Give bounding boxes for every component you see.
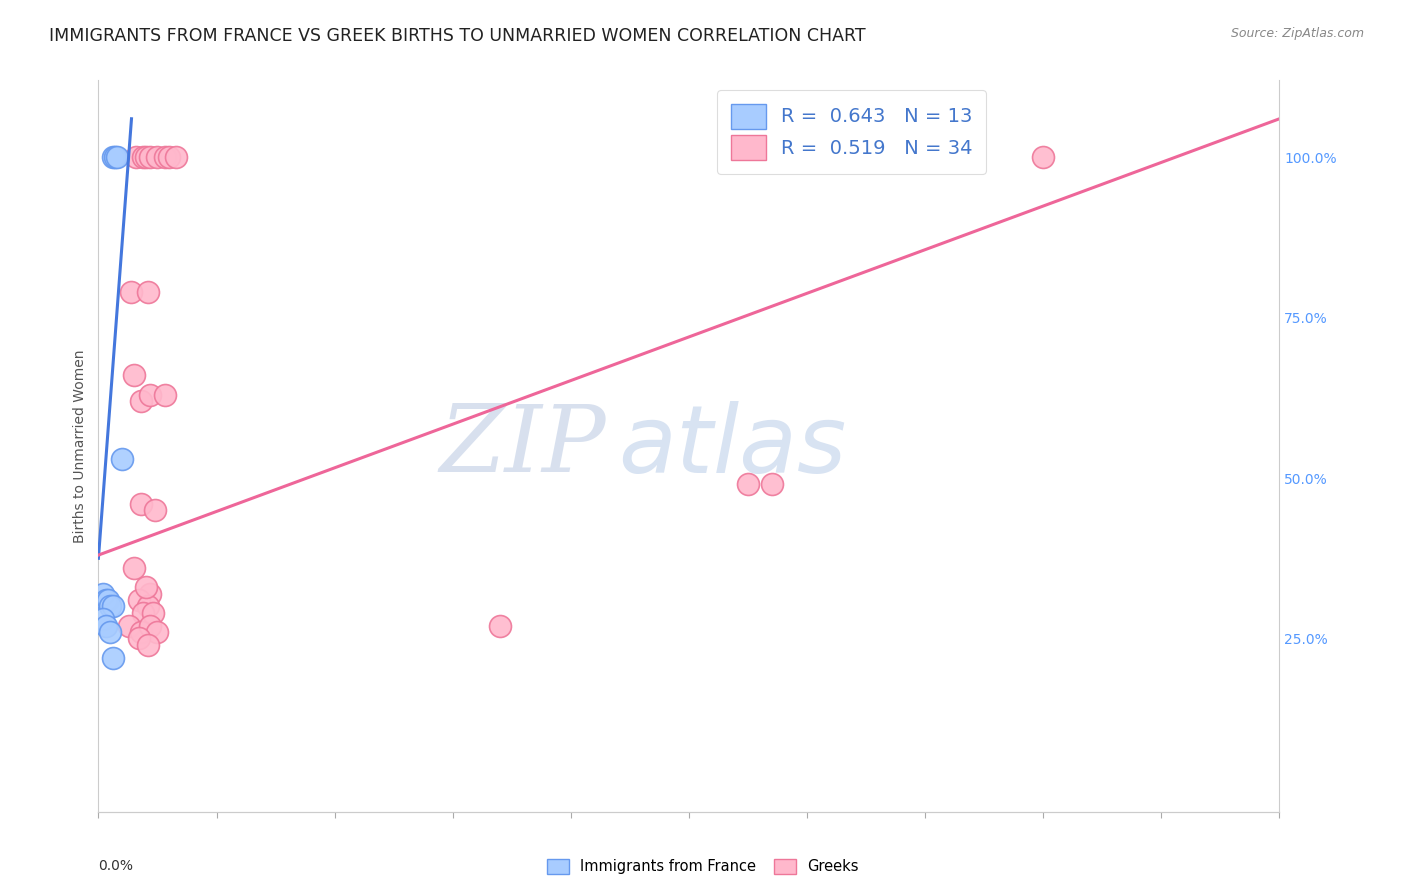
Text: IMMIGRANTS FROM FRANCE VS GREEK BIRTHS TO UNMARRIED WOMEN CORRELATION CHART: IMMIGRANTS FROM FRANCE VS GREEK BIRTHS T… bbox=[49, 27, 866, 45]
Point bbox=[136, 638, 159, 652]
Point bbox=[761, 477, 783, 491]
Point bbox=[737, 477, 759, 491]
Point bbox=[139, 618, 162, 632]
Point bbox=[153, 387, 176, 401]
Point bbox=[143, 503, 166, 517]
Point bbox=[91, 586, 114, 600]
Point bbox=[1032, 150, 1054, 164]
Point bbox=[153, 150, 176, 164]
Point bbox=[98, 599, 121, 614]
Point bbox=[94, 593, 117, 607]
Point bbox=[104, 150, 127, 164]
Point bbox=[91, 612, 114, 626]
Point bbox=[132, 150, 155, 164]
Legend: R =  0.643   N = 13, R =  0.519   N = 34: R = 0.643 N = 13, R = 0.519 N = 34 bbox=[717, 90, 986, 174]
Point bbox=[121, 285, 143, 299]
Point bbox=[136, 285, 159, 299]
Point bbox=[129, 394, 152, 409]
Point bbox=[135, 150, 157, 164]
Point bbox=[111, 451, 134, 466]
Point bbox=[157, 150, 180, 164]
Point bbox=[129, 497, 152, 511]
Text: atlas: atlas bbox=[619, 401, 846, 491]
Point bbox=[122, 561, 145, 575]
Point bbox=[132, 606, 155, 620]
Point bbox=[146, 625, 169, 640]
Point bbox=[101, 150, 124, 164]
Point bbox=[105, 150, 128, 164]
Point bbox=[129, 625, 152, 640]
Point bbox=[97, 593, 120, 607]
Point bbox=[135, 580, 157, 594]
Point bbox=[118, 618, 141, 632]
Legend: Immigrants from France, Greeks: Immigrants from France, Greeks bbox=[541, 853, 865, 880]
Text: Source: ZipAtlas.com: Source: ZipAtlas.com bbox=[1230, 27, 1364, 40]
Point bbox=[101, 599, 124, 614]
Y-axis label: Births to Unmarried Women: Births to Unmarried Women bbox=[73, 350, 87, 542]
Text: 0.0%: 0.0% bbox=[98, 859, 134, 873]
Point bbox=[122, 368, 145, 383]
Point bbox=[139, 150, 162, 164]
Point bbox=[101, 650, 124, 665]
Point bbox=[139, 586, 162, 600]
Point bbox=[142, 606, 165, 620]
Point bbox=[94, 618, 117, 632]
Point bbox=[125, 150, 148, 164]
Point bbox=[136, 599, 159, 614]
Point bbox=[128, 632, 150, 646]
Point bbox=[98, 625, 121, 640]
Point bbox=[165, 150, 187, 164]
Text: ZIP: ZIP bbox=[440, 401, 606, 491]
Point bbox=[489, 618, 512, 632]
Point bbox=[146, 150, 169, 164]
Point bbox=[128, 593, 150, 607]
Point bbox=[139, 387, 162, 401]
